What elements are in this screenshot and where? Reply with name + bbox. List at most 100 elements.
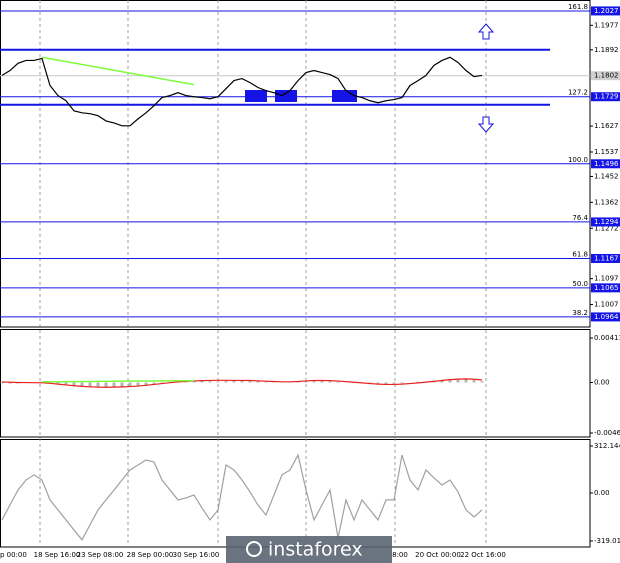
histogram-bar	[112, 382, 116, 388]
y-tick-label: 1.1977	[594, 21, 619, 29]
histogram-bar	[312, 380, 316, 383]
drawing-layer: 1.1977 1.1892 1.1627 1.1537 1.1452 1.1362 1.12…	[0, 3, 620, 559]
y-tick-label: 1.1007	[594, 301, 619, 309]
y-tick-label: 1.1272	[594, 224, 619, 232]
fib-label: 61.8	[572, 250, 588, 258]
y-tick-label: 1.1097	[594, 275, 619, 283]
last-price-box	[591, 71, 620, 81]
x-tick-label: 23 Sep 08:00	[77, 551, 124, 559]
histogram-bar	[56, 382, 60, 384]
histogram-bar	[480, 381, 484, 383]
y-tick-label: 1.1892	[594, 46, 619, 54]
watermark-bg	[226, 536, 392, 563]
cci-line	[1, 453, 483, 542]
histogram-bar	[232, 380, 236, 383]
zone-box	[275, 90, 297, 102]
histogram-bar	[128, 382, 132, 387]
trend-line	[41, 379, 195, 383]
histogram-bar	[336, 381, 340, 383]
histogram-bar	[328, 381, 332, 383]
x-tick-label: 30 Sep 16:00	[173, 551, 220, 559]
y-tick-label: 1.1537	[594, 148, 619, 156]
x-tick-label: 8:00	[392, 551, 408, 559]
x-tick-label: 20 Oct 00:00	[415, 551, 461, 559]
y-tick-label: -0.00467	[594, 429, 620, 437]
watermark-text: instaforex	[268, 539, 363, 561]
histogram-bar	[256, 380, 260, 383]
histogram-bar	[416, 381, 420, 383]
arrows	[477, 23, 495, 133]
fib-label: 100.0	[568, 156, 588, 164]
y-tick-label: 0.00411	[594, 334, 620, 342]
histogram-bar	[200, 381, 204, 383]
histogram-bar	[264, 381, 268, 383]
fib-price: 1.1294	[594, 218, 619, 226]
y-tick-label: 1.1627	[594, 122, 619, 130]
last-price: 1.1802	[594, 72, 619, 80]
fib-price-box	[591, 253, 620, 263]
y-tick-label: 1.1362	[594, 198, 619, 206]
histogram-bar	[144, 382, 148, 386]
histogram-bar	[80, 382, 84, 387]
fib-price-box	[591, 283, 620, 293]
fib-label: 161.8	[568, 3, 588, 11]
fib-label: 38.2	[572, 309, 588, 317]
watermark-box: instaforex	[226, 536, 392, 563]
fib-label: 76.4	[572, 214, 588, 222]
fib-price: 1.1065	[594, 284, 619, 292]
y-tick-label: 312.1442	[594, 442, 620, 450]
fib-price: 1.1167	[594, 254, 619, 262]
fib-label: 127.2	[568, 89, 588, 97]
fib-price-box	[591, 312, 620, 322]
price-line	[1, 56, 483, 127]
histogram-bar	[192, 380, 196, 383]
histogram-bar	[448, 379, 452, 383]
histogram-bar	[456, 378, 460, 383]
histogram-bar	[464, 379, 468, 383]
fib-price: 1.1729	[594, 93, 619, 101]
histogram-bar	[320, 380, 324, 383]
histogram-bar	[472, 379, 476, 383]
histogram-bar	[392, 382, 396, 384]
arrow-down	[477, 116, 495, 133]
histogram-bar	[96, 382, 100, 388]
histogram-bar	[120, 382, 124, 388]
fib-price-box	[591, 92, 620, 102]
fib-price: 1.2027	[594, 7, 619, 15]
histogram-bar	[88, 382, 92, 387]
histogram-bar	[376, 382, 380, 385]
fib-price-box	[591, 159, 620, 169]
histogram-bar	[72, 382, 76, 386]
histogram-bar	[248, 380, 252, 383]
histogram-bar	[208, 381, 212, 383]
fib-price: 1.1496	[594, 160, 619, 168]
histogram-bar	[0, 382, 4, 384]
y-tick-label: 0.00	[594, 489, 610, 497]
trend-line	[41, 56, 195, 86]
time-grid	[39, 0, 487, 547]
fib-price: 1.0964	[594, 313, 619, 321]
x-tick-label: 18 Sep 16:00	[34, 551, 81, 559]
histogram-bar	[136, 382, 140, 387]
histogram-bar	[224, 380, 228, 383]
histogram-bar	[152, 382, 156, 385]
zone-box	[332, 90, 357, 102]
y-tick-label: 1.1452	[594, 172, 619, 180]
histogram-bar	[216, 381, 220, 383]
histogram-bar	[8, 382, 12, 384]
fib-label: 50.0	[572, 280, 588, 288]
x-tick-label: 22 Oct 16:00	[460, 551, 506, 559]
zone-box	[245, 90, 267, 102]
histogram-bar	[64, 382, 68, 385]
histogram-bar	[304, 380, 308, 383]
x-tick-label: 28 Sep 00:00	[127, 551, 174, 559]
signal-line	[1, 378, 483, 388]
histogram-bar	[240, 380, 244, 383]
arrow-up	[477, 23, 495, 40]
fib-price-box	[591, 6, 620, 16]
histogram-bar	[400, 382, 404, 384]
histogram-bar	[384, 382, 388, 385]
x-tick-label: p 00:00	[0, 551, 27, 559]
